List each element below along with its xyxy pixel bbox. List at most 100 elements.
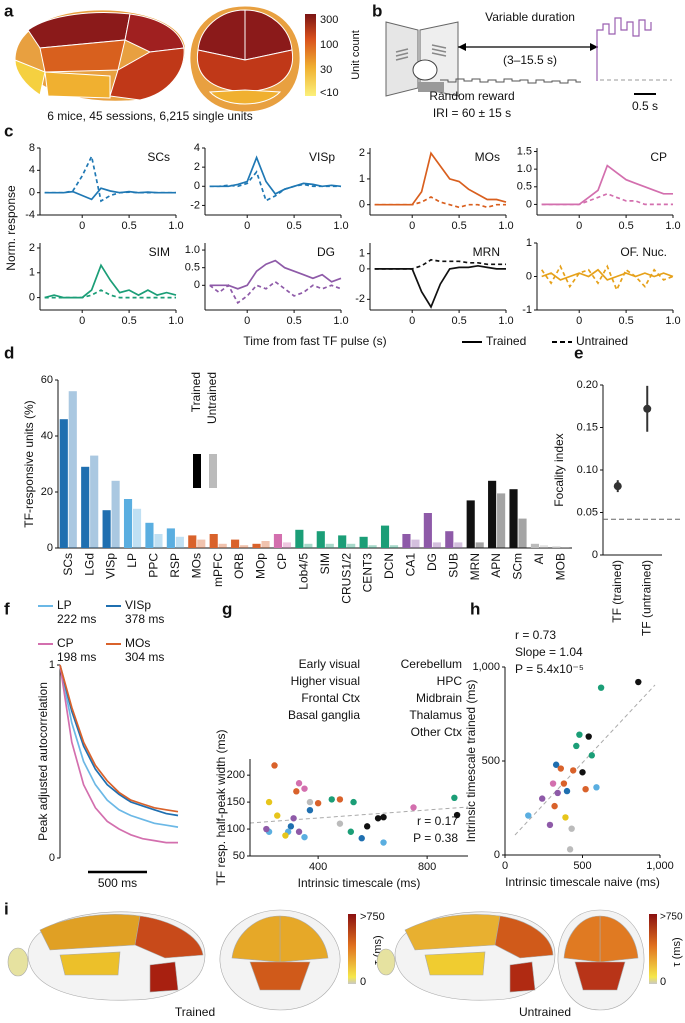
point — [579, 769, 586, 776]
plot-title: MOs — [475, 150, 500, 164]
x-tick-label: 0 — [502, 860, 508, 872]
x-tick-label: 500 — [573, 860, 591, 872]
point — [295, 780, 303, 787]
brain-map-trained — [7, 909, 341, 1011]
bar — [68, 391, 77, 548]
legend-label: CP — [57, 636, 74, 650]
bar — [497, 493, 506, 548]
x-tick-label: 0 — [244, 220, 250, 232]
x-tick-label: 1.0 — [333, 220, 348, 232]
y-tick-label: 0 — [494, 849, 500, 861]
scale-bar-label: 0.5 s — [632, 99, 658, 113]
colorbar-tick-label: 0 — [660, 976, 666, 988]
x-axis-label: Intrinsic timescale naive (ms) — [505, 875, 660, 889]
point — [306, 806, 314, 814]
point — [635, 678, 642, 686]
x-tick-label: 400 — [309, 861, 327, 873]
caption: 6 mice, 45 sessions, 6,215 single units — [47, 109, 252, 123]
bar — [132, 508, 142, 548]
series-line — [59, 664, 179, 813]
bar — [145, 522, 154, 548]
point — [295, 828, 303, 835]
legend-label: Trained — [189, 372, 203, 412]
y-tick-label: 8 — [29, 142, 35, 154]
legend-label: 198 ms — [57, 650, 96, 664]
plot-title: OF. Nuc. — [620, 245, 667, 259]
legend-label: Untrained — [205, 372, 219, 424]
plot-title: SIM — [149, 245, 170, 259]
point — [551, 802, 558, 810]
y-tick-label: -2 — [190, 199, 200, 211]
annotation: r = 0.17 — [417, 814, 458, 828]
x-tick-label: LP — [125, 553, 139, 568]
y-tick-label: 1 — [359, 173, 365, 185]
y-tick-label: -2 — [355, 293, 365, 305]
y-tick-label: -4 — [25, 209, 35, 221]
x-tick-label: 0.5 — [618, 315, 633, 327]
x-tick-label: 0 — [79, 315, 85, 327]
colorbar-tick-label: >750 — [360, 911, 385, 923]
annotation: Random reward — [429, 89, 514, 103]
point — [263, 825, 270, 833]
x-tick-label: 0.5 — [618, 220, 633, 232]
bar — [252, 543, 261, 548]
colorbar-tick-label: 0 — [360, 976, 366, 988]
legend-label: 378 ms — [125, 612, 164, 626]
bar — [304, 543, 313, 548]
y-tick-label: 500 — [482, 755, 500, 767]
x-tick-label: TF (untrained) — [639, 560, 653, 636]
point — [563, 787, 571, 795]
x-tick-label: 1.0 — [498, 315, 513, 327]
panel-label: b — [372, 1, 382, 20]
y-tick-label: 0 — [194, 180, 200, 192]
x-tick-label: AI — [532, 553, 546, 564]
x-tick-label: 1.0 — [665, 220, 680, 232]
annotation: P = 5.4x10⁻⁵ — [515, 662, 584, 676]
y-tick-label: 1.0 — [185, 244, 200, 256]
x-tick-label: MOp — [254, 553, 268, 579]
bar — [466, 500, 475, 548]
point — [525, 812, 532, 819]
bar — [552, 546, 561, 548]
bar — [402, 534, 411, 548]
point — [570, 767, 577, 774]
series-line — [541, 192, 673, 206]
point — [282, 832, 289, 839]
series-line — [44, 289, 176, 299]
point — [593, 784, 600, 791]
point — [314, 799, 322, 807]
bar — [475, 542, 484, 548]
bar — [561, 547, 570, 548]
legend-swatch — [193, 454, 201, 488]
x-tick-label: MOs — [189, 553, 203, 578]
bar — [240, 545, 249, 548]
y-tick-label: 1.5 — [517, 145, 532, 157]
annotation: r = 0.73 — [515, 628, 556, 642]
series-line — [44, 187, 176, 201]
panel-label: d — [4, 343, 14, 362]
bar — [389, 545, 399, 548]
x-tick-label: 0.5 — [286, 315, 301, 327]
plot-title: VISp — [309, 150, 335, 164]
plot-title: MRN — [473, 245, 500, 259]
x-tick-label: APN — [489, 553, 503, 578]
bar — [454, 542, 463, 548]
legend-label: 222 ms — [57, 612, 96, 626]
bar — [218, 543, 227, 548]
point — [582, 786, 589, 793]
y-axis-label: Peak adjusted autocorrelation — [36, 682, 50, 841]
point — [301, 833, 308, 841]
colorbar-tick-label: 300 — [320, 14, 338, 26]
series-line — [59, 664, 178, 844]
point — [328, 796, 335, 803]
plot-title: DG — [317, 245, 335, 259]
y-axis-label: TF resp. half-peak width (ms) — [214, 729, 228, 885]
bar — [488, 480, 497, 548]
y-tick-label: 1.0 — [517, 163, 532, 175]
panel-label: h — [470, 599, 480, 618]
legend-label: VISp — [125, 598, 151, 612]
point — [451, 794, 458, 801]
point — [380, 839, 387, 846]
bar — [509, 489, 518, 548]
legend-label: Basal ganglia — [288, 708, 360, 722]
